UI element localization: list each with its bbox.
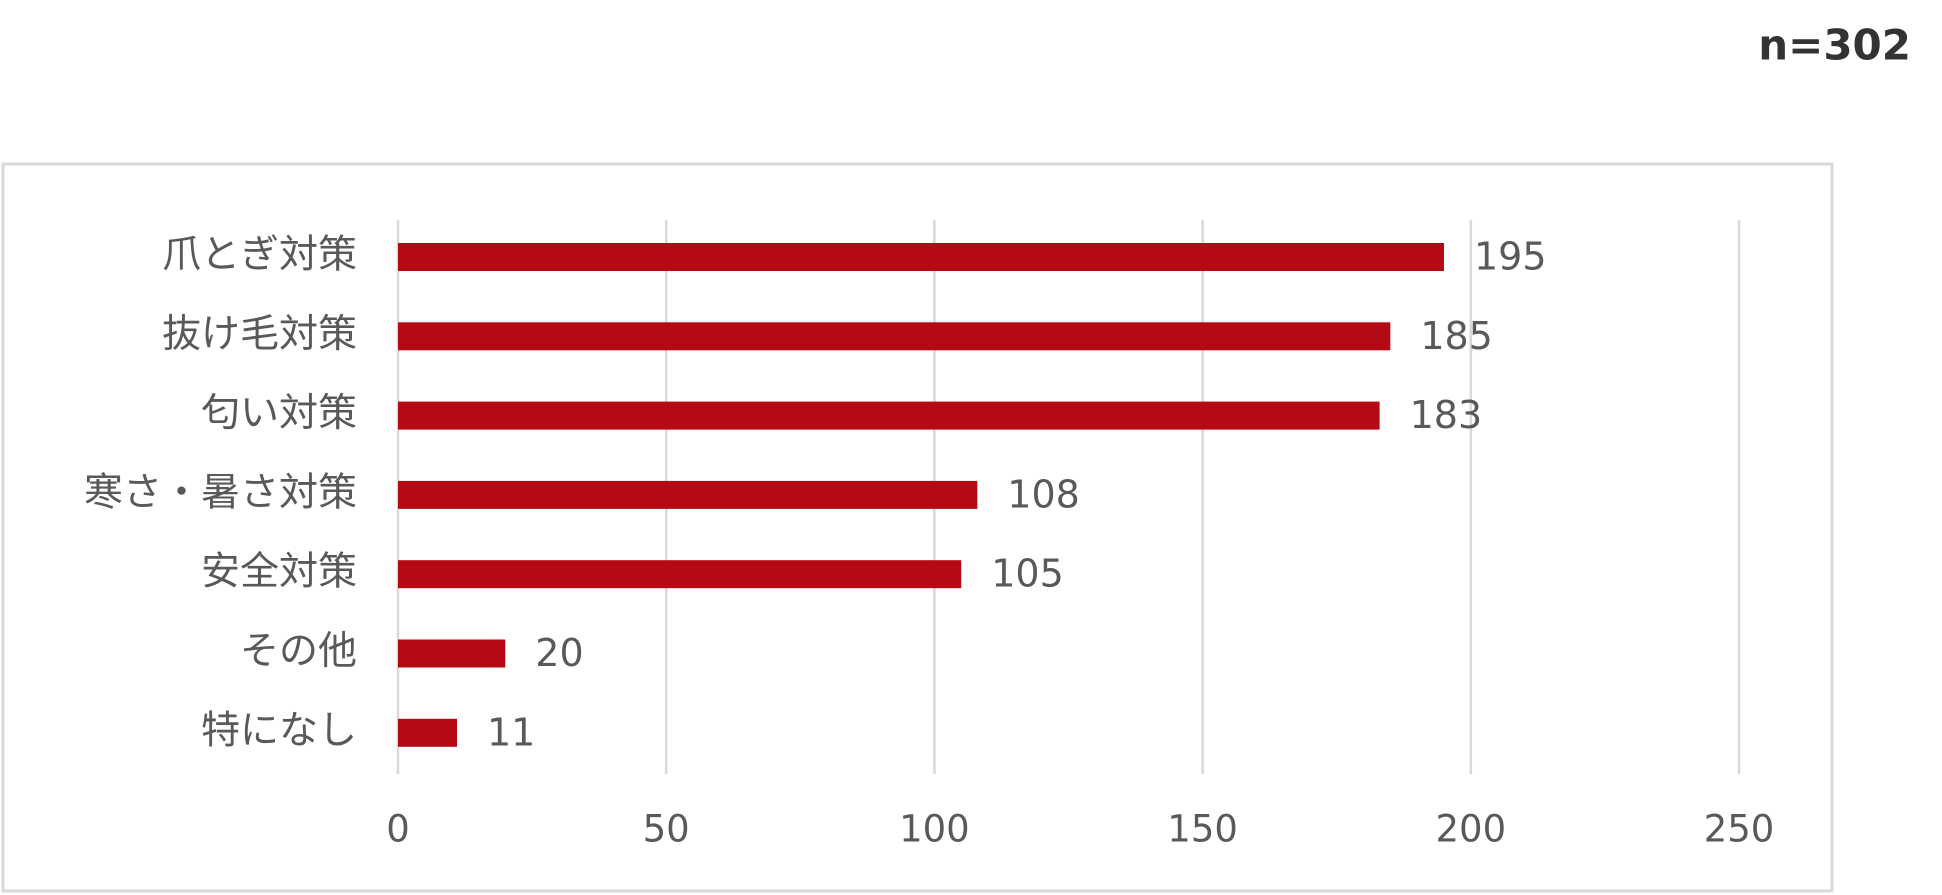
bar: [398, 560, 962, 589]
value-label: 108: [1007, 472, 1080, 516]
bar: [398, 718, 458, 747]
x-tick-label: 100: [899, 808, 970, 851]
y-tick-label: その他: [240, 629, 357, 674]
value-label: 11: [487, 710, 535, 754]
x-tick-label: 250: [1704, 808, 1775, 851]
bar: [398, 322, 1391, 351]
value-label: 105: [991, 552, 1064, 596]
value-label: 185: [1420, 314, 1493, 358]
sample-size: n=302: [1758, 21, 1911, 70]
bar: [398, 480, 978, 509]
value-label: 20: [535, 631, 583, 675]
x-tick-label: 50: [643, 808, 690, 851]
y-tick-label: 匂い対策: [201, 391, 357, 436]
bar: [398, 243, 1444, 271]
plot-frame: [1, 162, 1834, 893]
y-tick-label: 抜け毛対策: [162, 312, 357, 357]
y-tick-label: 安全対策: [201, 550, 357, 595]
x-tick-label: 200: [1435, 808, 1506, 851]
y-tick-label: 寒さ・暑さ対策: [84, 470, 357, 515]
bar: [398, 639, 506, 668]
y-tick-label: 特になし: [201, 708, 357, 753]
value-label: 183: [1410, 393, 1483, 437]
bar: [398, 401, 1380, 430]
x-tick-label: 0: [386, 808, 410, 851]
value-label: 195: [1474, 235, 1547, 279]
x-tick-label: 150: [1167, 808, 1238, 851]
y-tick-label: 爪とぎ対策: [162, 233, 357, 278]
